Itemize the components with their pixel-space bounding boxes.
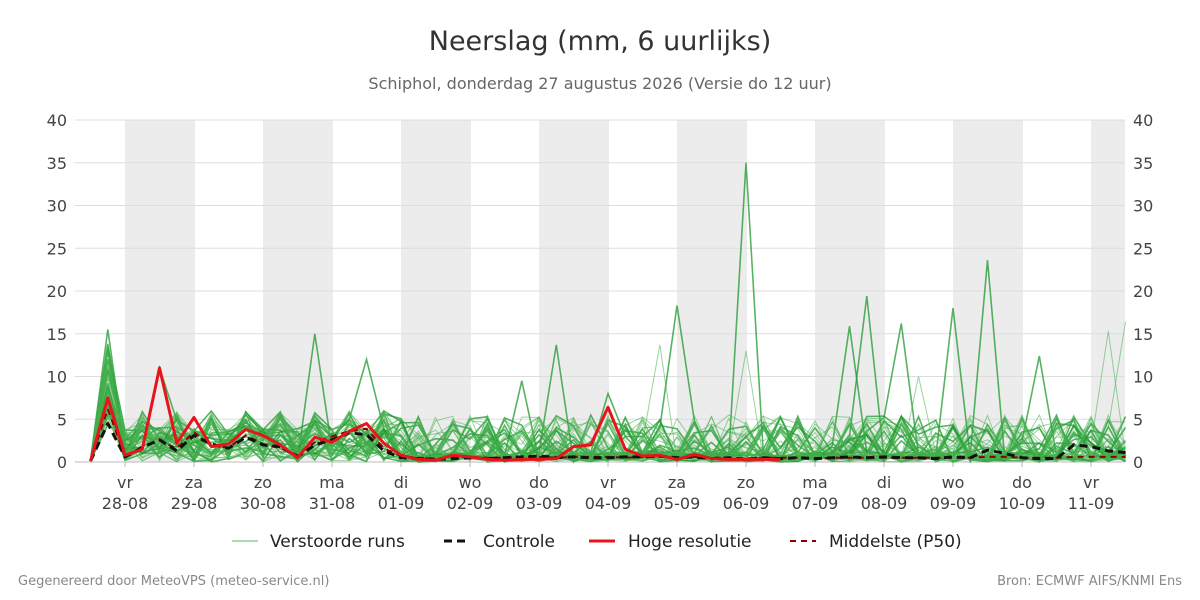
x-tick-date: 03-09 [516,494,563,513]
x-tick-day: wo [942,473,965,492]
y-tick-label: 0 [57,453,67,472]
ensemble-member-line [90,348,1126,463]
y-tick-label: 15 [47,325,67,344]
x-tick-date: 01-09 [378,494,425,513]
x-tick-day: di [877,473,892,492]
series-line-controle [89,422,1126,462]
x-tick-day: vr [600,473,616,492]
x-tick-day: zo [737,473,755,492]
x-tick-date: 09-09 [930,494,977,513]
y-axis-right: 0 5 10 15 20 25 30 35 40 [1133,111,1153,472]
x-tick-date: 04-09 [585,494,632,513]
y-tick-label: 0 [1133,453,1143,472]
y-tick-label: 35 [1133,154,1153,173]
ensemble-member-line [90,393,1126,463]
ensemble-member-line [90,390,1126,463]
x-tick-date: 05-09 [654,494,701,513]
ensemble-member-line [90,352,1126,463]
x-tick-date: 02-09 [447,494,494,513]
y-tick-label: 10 [1133,368,1153,387]
x-tick-date: 08-09 [861,494,908,513]
x-tick-day: vr [1083,473,1099,492]
y-tick-label: 30 [47,197,67,216]
y-tick-label: 30 [1133,197,1153,216]
x-tick-day: za [185,473,203,492]
y-tick-label: 20 [1133,282,1153,301]
y-tick-label: 40 [1133,111,1153,130]
legend: Verstoorde runs Controle Hoge resolutie … [232,532,962,552]
x-axis: vr 28-08 za 29-08 zo 30-08 ma 31-08 di 01-09 wo 02-… [102,462,1115,513]
y-tick-label: 5 [57,410,67,429]
x-tick-day: do [529,473,549,492]
x-tick-day: do [1012,473,1032,492]
y-tick-label: 10 [47,368,67,387]
chart-subtitle: Schiphol, donderdag 27 augustus 2026 (Ve… [368,74,831,93]
y-axis-left: 0 5 10 15 20 25 30 35 40 [47,111,67,472]
x-tick-date: 11-09 [1068,494,1115,513]
y-tick-label: 35 [47,154,67,173]
ensemble-member-line [90,391,1126,463]
x-tick-day: ma [802,473,827,492]
x-tick-day: ma [319,473,344,492]
footer-generated: Gegenereerd door MeteoVPS (meteo-service… [18,574,329,589]
footer-source: Bron: ECMWF AIFS/KNMI Ens [997,574,1182,589]
x-tick-date: 10-09 [999,494,1046,513]
x-tick-date: 29-08 [171,494,218,513]
x-tick-date: 06-09 [723,494,770,513]
chart-title: Neerslag (mm, 6 uurlijks) [429,26,771,57]
legend-label-median: Middelste (P50) [829,532,962,552]
y-tick-label: 40 [47,111,67,130]
x-tick-day: za [668,473,686,492]
x-tick-date: 07-09 [792,494,839,513]
y-tick-label: 25 [47,239,67,258]
y-tick-label: 15 [1133,325,1153,344]
ensemble-member-line [90,390,1126,463]
x-tick-day: wo [459,473,482,492]
y-tick-label: 20 [47,282,67,301]
x-tick-date: 31-08 [309,494,356,513]
ensemble-member-line [90,360,1126,462]
x-tick-day: di [394,473,409,492]
x-tick-date: 28-08 [102,494,149,513]
grid-lines [75,119,1125,463]
x-tick-date: 30-08 [240,494,287,513]
legend-label-hires: Hoge resolutie [628,532,752,552]
y-tick-label: 25 [1133,239,1153,258]
legend-label-ensemble: Verstoorde runs [270,532,405,552]
main-series [89,366,1126,462]
y-tick-label: 5 [1133,410,1143,429]
series-line-hoge-resolutie [89,366,781,462]
x-tick-day: vr [117,473,133,492]
x-tick-day: zo [254,473,272,492]
legend-label-control: Controle [483,532,555,552]
ensemble-member-line [90,376,1126,463]
